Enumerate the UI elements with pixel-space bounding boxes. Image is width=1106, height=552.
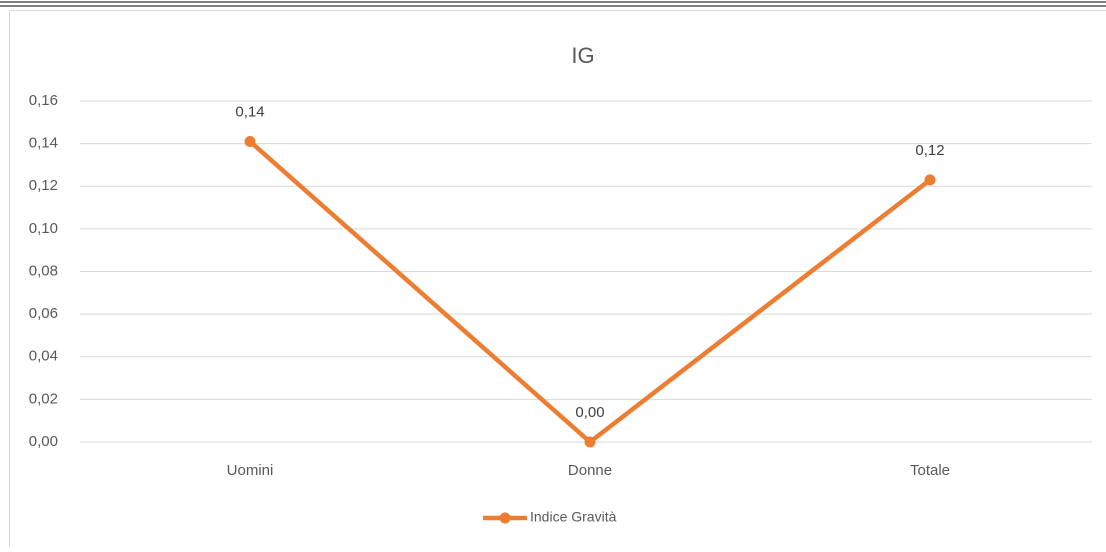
y-tick-label: 0,14 (29, 135, 58, 152)
legend-label: Indice Gravità (530, 509, 617, 525)
data-label: 0,00 (575, 404, 604, 421)
y-tick-label: 0,10 (29, 220, 58, 237)
data-point (925, 174, 936, 185)
y-tick-label: 0,02 (29, 390, 58, 407)
chart-title: IG (571, 43, 594, 68)
data-label: 0,14 (235, 103, 264, 120)
y-tick-label: 0,08 (29, 262, 58, 279)
x-tick-label: Donne (568, 462, 612, 479)
data-point (245, 136, 256, 147)
x-tick-label: Uomini (227, 462, 274, 479)
y-tick-label: 0,00 (29, 433, 58, 450)
y-tick-label: 0,04 (29, 348, 58, 365)
legend-marker (500, 513, 511, 524)
data-label: 0,12 (915, 142, 944, 159)
y-tick-label: 0,06 (29, 305, 58, 322)
y-tick-label: 0,12 (29, 177, 58, 194)
x-tick-label: Totale (910, 462, 950, 479)
data-point (585, 437, 596, 448)
y-tick-label: 0,16 (29, 92, 58, 109)
